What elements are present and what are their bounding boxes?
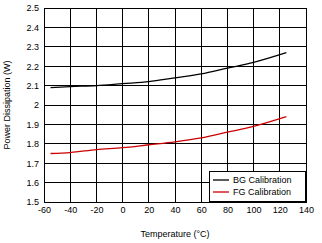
tick: 2.3 bbox=[26, 42, 44, 52]
chart: -60-40-200204060801001201401.51.61.71.81… bbox=[0, 0, 322, 243]
grid-line-y bbox=[44, 66, 306, 67]
tick-label: 2.3 bbox=[26, 42, 39, 52]
tick: 1.8 bbox=[26, 139, 44, 149]
tick-label: -60 bbox=[38, 205, 51, 215]
tick-label: 2.1 bbox=[26, 81, 39, 91]
tick: 40 bbox=[170, 202, 180, 215]
tick: 140 bbox=[299, 202, 314, 215]
legend-label: FG Calibration bbox=[233, 187, 291, 197]
tick-label: 2.4 bbox=[26, 23, 39, 33]
tick: 2.2 bbox=[26, 62, 44, 72]
tick: 0 bbox=[121, 202, 126, 215]
tick: 20 bbox=[144, 202, 154, 215]
tick-label: 1.5 bbox=[26, 197, 39, 207]
tick: 80 bbox=[223, 202, 233, 215]
tick-label: 140 bbox=[299, 205, 314, 215]
tick: 1.7 bbox=[26, 159, 44, 169]
tick-label: 1.7 bbox=[26, 159, 39, 169]
tick: 60 bbox=[197, 202, 207, 215]
legend-swatch bbox=[213, 191, 229, 192]
tick-label: 60 bbox=[197, 205, 207, 215]
legend-box bbox=[209, 171, 305, 201]
tick-label: -40 bbox=[64, 205, 77, 215]
tick: 120 bbox=[273, 202, 288, 215]
plot: -60-40-200204060801001201401.51.61.71.81… bbox=[26, 3, 314, 215]
tick-label: 20 bbox=[144, 205, 154, 215]
tick: 2.5 bbox=[26, 3, 44, 13]
tick-label: 80 bbox=[223, 205, 233, 215]
tick-label: 1.9 bbox=[26, 120, 39, 130]
tick: -40 bbox=[64, 202, 77, 215]
grid-line-y bbox=[44, 46, 306, 47]
tick: 1.6 bbox=[26, 178, 44, 188]
grid-line-y bbox=[44, 27, 306, 28]
tick-label: 120 bbox=[273, 205, 288, 215]
x-axis: -60 -40 -20 0 20 40 60 80 100 120 140 bbox=[38, 202, 314, 215]
series-line bbox=[51, 117, 287, 154]
tick-label: 2 bbox=[34, 100, 39, 110]
tick: 2.4 bbox=[26, 23, 44, 33]
y-axis-title: Power Dissipation (W) bbox=[2, 60, 12, 149]
grid-line-y bbox=[44, 163, 306, 164]
tick: 2.1 bbox=[26, 81, 44, 91]
tick-label: 2.2 bbox=[26, 62, 39, 72]
tick: 1.9 bbox=[26, 120, 44, 130]
tick-label: 0 bbox=[121, 205, 126, 215]
series-line bbox=[51, 53, 287, 88]
legend: BG Calibration FG Calibration bbox=[209, 171, 305, 201]
series-group bbox=[51, 53, 287, 154]
tick: 2 bbox=[34, 100, 44, 110]
grid-line-y bbox=[44, 143, 306, 144]
tick-label: 1.8 bbox=[26, 139, 39, 149]
tick: 100 bbox=[247, 202, 262, 215]
legend-swatch bbox=[213, 179, 229, 180]
tick: 1.5 bbox=[26, 197, 44, 207]
tick-label: 40 bbox=[170, 205, 180, 215]
plot-frame bbox=[44, 8, 306, 202]
tick-label: 100 bbox=[247, 205, 262, 215]
tick: -20 bbox=[90, 202, 103, 215]
grid-line-y bbox=[44, 105, 306, 106]
tick: -60 bbox=[38, 202, 51, 215]
grid-line-y bbox=[44, 124, 306, 125]
legend-label: BG Calibration bbox=[233, 175, 292, 185]
tick-label: 2.5 bbox=[26, 3, 39, 13]
y-axis: 1.5 1.6 1.7 1.8 1.9 2 2.1 2.2 2.3 2.4 2.5 bbox=[26, 3, 44, 207]
grid bbox=[44, 8, 306, 202]
tick-label: -20 bbox=[90, 205, 103, 215]
x-axis-title: Temperature (°C) bbox=[140, 229, 209, 239]
tick-label: 1.6 bbox=[26, 178, 39, 188]
